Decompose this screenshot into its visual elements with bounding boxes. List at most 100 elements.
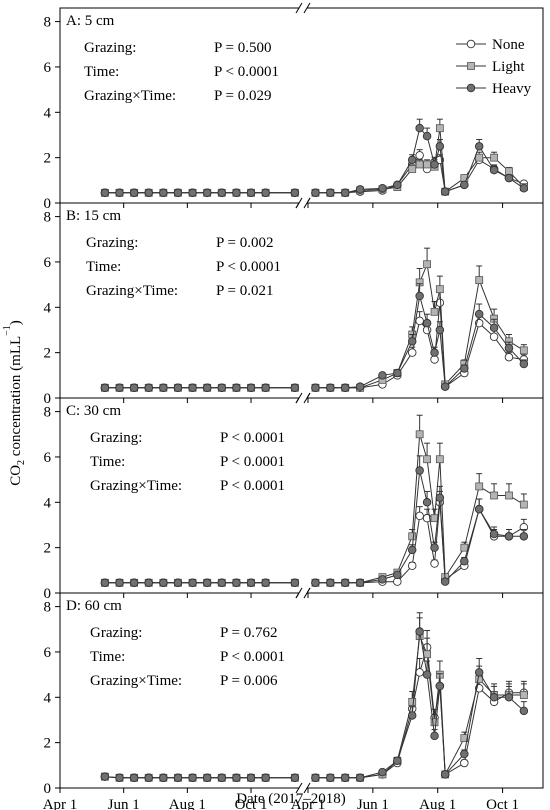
y-tick-label: 6: [44, 450, 52, 466]
stat-label: Grazing×Time:: [90, 478, 182, 494]
stat-label: Grazing:: [86, 235, 138, 251]
data-point: [232, 773, 241, 783]
data-point: [408, 532, 417, 541]
data-point: [440, 770, 450, 779]
axis-break-top-mark: [295, 587, 303, 599]
data-point: [430, 307, 439, 316]
data-point: [326, 188, 335, 198]
data-point: [474, 668, 484, 677]
data-point: [355, 773, 365, 783]
data-point: [435, 298, 445, 308]
data-point: [232, 383, 241, 393]
data-point: [217, 188, 227, 198]
axis-break-top-mark: [303, 2, 311, 14]
axis-break-top-mask: [299, 3, 307, 13]
series-heavy: [100, 118, 529, 198]
stat-p-value: P = 0.029: [214, 88, 272, 104]
data-point: [519, 691, 528, 699]
data-point: [407, 155, 417, 165]
data-point: [100, 188, 110, 198]
stat-p-value: P = 0.006: [220, 673, 278, 689]
x-tick-label: Oct 1: [486, 797, 519, 810]
data-point: [261, 578, 270, 588]
panel-title: C: 30 cm: [66, 403, 121, 419]
data-point: [475, 482, 484, 491]
data-point: [504, 343, 514, 353]
data-point: [415, 160, 424, 169]
data-point: [435, 681, 445, 691]
data-point: [355, 578, 365, 588]
data-point: [261, 773, 270, 783]
data-point: [475, 276, 484, 284]
data-point: [407, 337, 417, 346]
axis-break-top-mark: [295, 392, 303, 404]
panel-2: 0 2 4 6 8 B: 15 cm Grazing: P = 0.002 Time: P < 0…: [44, 197, 544, 407]
data-point: [430, 718, 439, 727]
legend: None Light Heavy: [456, 37, 532, 97]
data-point: [355, 382, 365, 391]
stat-label: Time:: [90, 649, 125, 665]
data-point: [326, 773, 335, 783]
data-point: [490, 491, 498, 500]
axis-break-top-mark: [295, 2, 303, 14]
stat-p-value: P = 0.762: [220, 625, 278, 641]
stat-label: Grazing×Time:: [90, 673, 182, 689]
stat-p-value: P < 0.0001: [220, 478, 285, 494]
data-point: [290, 773, 300, 783]
data-point: [407, 561, 417, 571]
stat-label: Grazing:: [84, 40, 136, 56]
data-point: [440, 187, 450, 196]
y-tick-label: 2: [44, 151, 52, 167]
data-point: [440, 382, 450, 391]
legend-label: None: [492, 37, 525, 53]
data-point: [159, 773, 168, 783]
data-point: [460, 364, 469, 373]
data-point: [246, 773, 256, 783]
data-point: [173, 188, 183, 198]
data-point: [115, 578, 124, 588]
data-point: [217, 773, 227, 783]
y-tick-label: 4: [44, 300, 52, 316]
data-point: [460, 758, 469, 768]
data-point: [188, 188, 197, 198]
stat-label: Grazing×Time:: [84, 88, 176, 104]
data-point: [430, 543, 439, 552]
data-point: [340, 578, 350, 588]
data-point: [415, 123, 424, 133]
stat-label: Grazing:: [90, 430, 142, 446]
data-point: [129, 383, 139, 393]
x-tick-label: Jun 1: [108, 797, 140, 810]
data-point: [415, 151, 424, 160]
data-point: [430, 731, 439, 741]
data-point: [423, 160, 431, 169]
axis-break-top-mask: [299, 588, 307, 598]
data-point: [489, 332, 499, 342]
data-point: [393, 180, 402, 190]
data-point: [115, 773, 124, 783]
data-point: [435, 325, 445, 335]
x-tick-label: Aug 1: [169, 797, 206, 810]
y-tick-label: 0: [44, 586, 52, 602]
data-point: [290, 188, 300, 198]
data-point: [474, 309, 484, 319]
data-point: [340, 188, 350, 198]
data-point: [144, 188, 153, 198]
data-point: [188, 383, 197, 393]
data-point: [378, 575, 387, 584]
stat-label: Time:: [90, 454, 125, 470]
axis-break-bottom-mark: [303, 782, 311, 794]
data-point: [460, 557, 469, 566]
x-axis-label: Date (2017–2018): [236, 791, 346, 807]
panel-3: 0 2 4 6 8 C: 30 cm Grazing: P < 0.0001 Time: P < …: [44, 392, 544, 602]
data-point: [144, 383, 153, 393]
y-tick-label: 0: [44, 196, 52, 212]
data-point: [261, 383, 270, 393]
x-tick-label: Apr 1: [43, 797, 78, 810]
data-point: [519, 500, 528, 509]
data-point: [504, 173, 514, 183]
data-point: [144, 773, 153, 783]
data-point: [519, 532, 529, 541]
y-tick-label: 0: [44, 781, 52, 797]
y-tick-label: 4: [44, 105, 52, 121]
